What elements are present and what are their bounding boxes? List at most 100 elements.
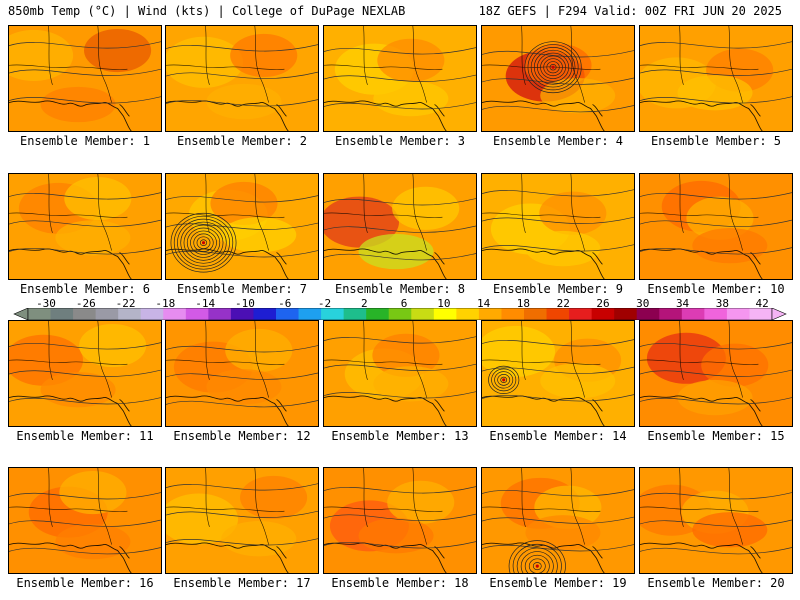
colorbar-tick-label: 22 — [556, 297, 570, 310]
coastline — [119, 252, 130, 265]
colorbar-bin — [253, 308, 277, 320]
height-contour — [324, 513, 476, 521]
height-contour — [166, 483, 318, 491]
temperature-anomaly — [540, 363, 616, 399]
cyclone-contour — [186, 227, 221, 258]
state-border — [482, 506, 601, 512]
coastline — [324, 542, 447, 573]
height-contour — [324, 541, 476, 549]
state-border — [166, 64, 285, 70]
state-border — [570, 174, 585, 251]
ensemble-member-label: Ensemble Member: 18 — [331, 576, 469, 590]
state-border — [48, 321, 53, 380]
ensemble-member-label: Ensemble Member: 19 — [489, 576, 627, 590]
cyclone-contour — [196, 236, 211, 249]
colorbar-tick-label: 34 — [675, 297, 690, 310]
height-contour — [482, 189, 634, 197]
coastline — [750, 399, 761, 412]
temperature-anomaly — [525, 230, 601, 267]
height-contour — [166, 195, 318, 203]
cyclone-center — [502, 378, 506, 382]
temperature-colorbar — [13, 308, 787, 320]
temperature-anomaly — [377, 38, 445, 82]
height-contour — [9, 397, 161, 405]
height-contour — [640, 342, 792, 350]
state-border — [570, 26, 585, 103]
ensemble-member-label: Ensemble Member: 16 — [16, 576, 154, 590]
colorbar-bin — [163, 308, 187, 320]
state-border — [521, 174, 526, 233]
cyclone-contour — [516, 547, 558, 573]
colorbar-tick-label: -22 — [115, 297, 136, 310]
ensemble-member-map — [8, 25, 162, 132]
height-contour — [640, 547, 792, 555]
coastline — [276, 252, 287, 265]
colorbar-max-arrow — [771, 308, 787, 320]
cyclone-contour — [530, 47, 576, 88]
coastline — [9, 100, 132, 131]
height-contour — [482, 216, 634, 224]
temperature-anomaly — [55, 220, 131, 256]
coastline — [592, 399, 603, 412]
height-contour — [324, 102, 476, 110]
colorbar-tick-label: 42 — [755, 297, 769, 310]
state-border — [640, 64, 759, 70]
temperature-anomaly — [372, 333, 440, 377]
ensemble-member-map — [323, 320, 477, 427]
colorbar-tick-label: 2 — [360, 297, 368, 310]
colorbar-bin — [546, 308, 570, 320]
state-border — [728, 174, 743, 251]
ensemble-member-label: Ensemble Member: 7 — [176, 282, 308, 296]
state-border — [254, 321, 269, 398]
state-border — [412, 26, 427, 103]
colorbar-bin — [749, 308, 773, 320]
ensemble-member-map — [165, 467, 319, 574]
coastline — [119, 104, 130, 117]
coastline — [434, 399, 445, 412]
state-border — [254, 26, 269, 103]
coastline — [276, 399, 287, 412]
ensemble-member-label: Ensemble Member: 6 — [19, 282, 151, 296]
colorbar-tick-label: -14 — [195, 297, 216, 310]
ensemble-member-map — [165, 173, 319, 280]
cyclone-contour — [183, 224, 224, 261]
colorbar-bin — [388, 308, 412, 320]
coastline — [434, 252, 445, 265]
cyclone-contour — [491, 368, 517, 392]
height-contour — [324, 253, 476, 261]
height-contour — [482, 516, 634, 524]
temperature-anomaly — [392, 186, 460, 230]
colorbar-bin — [501, 308, 525, 320]
cyclone-contour — [199, 239, 208, 246]
state-border — [728, 26, 743, 103]
state-border — [9, 359, 128, 365]
height-contour — [166, 538, 318, 546]
coastline — [324, 248, 447, 279]
state-border — [9, 212, 128, 218]
coastline — [640, 395, 763, 426]
coastline — [592, 104, 603, 117]
coastline — [482, 100, 605, 131]
colorbar-bin — [208, 308, 232, 320]
temperature-anomaly — [225, 328, 293, 373]
cyclone-contour — [497, 374, 511, 386]
height-contour — [482, 105, 634, 113]
height-contour — [640, 247, 792, 255]
state-border — [48, 26, 53, 85]
state-border — [482, 64, 601, 70]
height-contour — [640, 369, 792, 377]
colorbar-bin — [343, 308, 367, 320]
colorbar-bin — [524, 308, 548, 320]
colorbar-bin — [704, 308, 728, 320]
state-border — [363, 321, 368, 380]
cyclone-contour — [520, 551, 554, 573]
state-border — [728, 468, 743, 545]
ensemble-member-map — [481, 25, 635, 132]
state-border — [324, 212, 443, 218]
ensemble-member-map — [165, 320, 319, 427]
coastline — [166, 395, 289, 426]
temperature-anomaly — [166, 36, 243, 88]
height-contour — [166, 345, 318, 353]
height-contour — [324, 391, 476, 399]
height-contour — [166, 71, 318, 79]
